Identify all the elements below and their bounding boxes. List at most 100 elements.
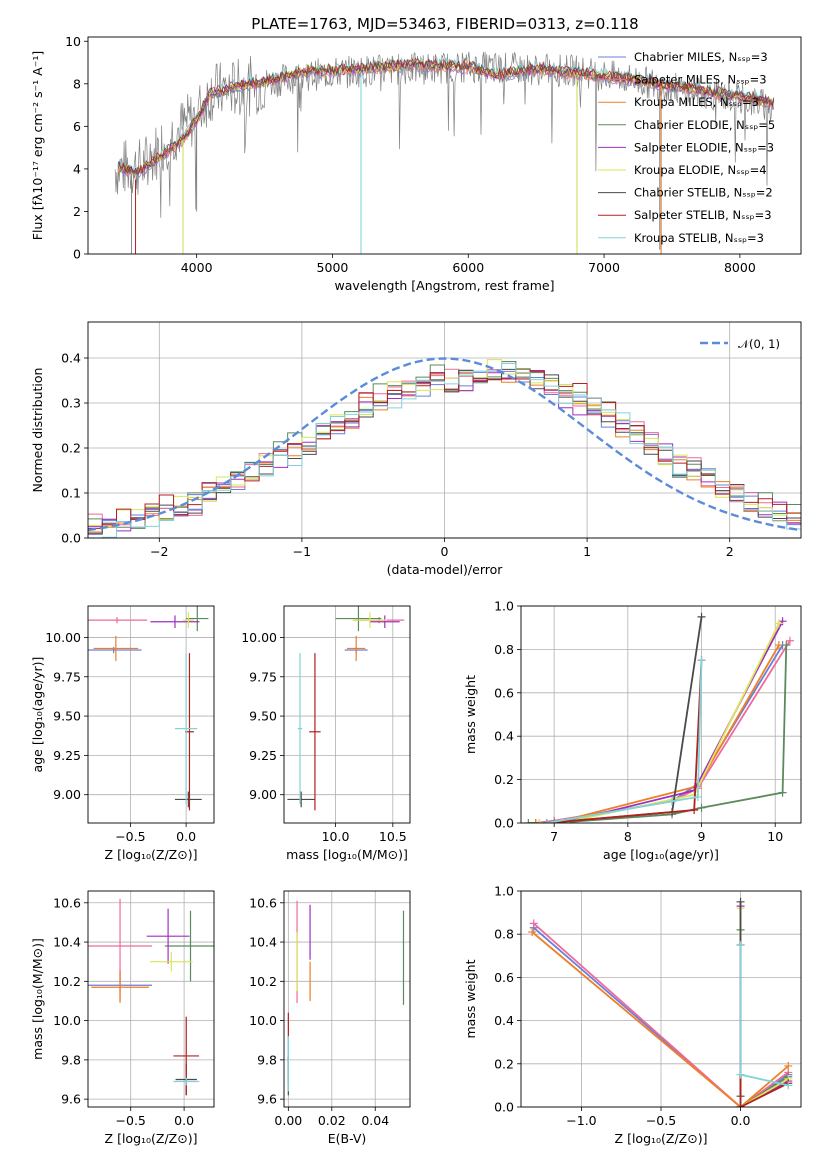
age-vs-Z-grid xyxy=(88,606,214,823)
mass-weight-marker xyxy=(774,641,783,650)
age-vs-mass-ticks: 10.0 10.5 9.00 9.25 9.50 9.75 10.00 xyxy=(241,630,407,844)
mass-weight-marker xyxy=(784,1061,793,1070)
tick-label-x: 0.04 xyxy=(361,1113,389,1128)
mass-weight-vs-age-xlabel: age [log₁₀(age/yr)] xyxy=(603,847,719,862)
legend-entry: Kroupa MILES, Nₛₛₚ=3 xyxy=(634,95,759,109)
tick-label-y: 0.0 xyxy=(494,816,514,831)
residuals-ylabel: Normed distribution xyxy=(30,368,45,493)
tick-label-y: 2 xyxy=(73,204,81,219)
tick-label-y: 10.00 xyxy=(241,630,277,645)
mass-weight-vs-age-grid xyxy=(521,605,801,824)
mass-weight-vs-Z-ylabel: mass weight xyxy=(463,959,478,1038)
mass-weight-marker xyxy=(550,819,559,823)
age-vs-Z-frame xyxy=(87,605,215,824)
age-vs-Z-xlabel: Z [log₁₀(Z/Z⊙)] xyxy=(105,847,198,862)
mass-vs-Z-grid xyxy=(88,891,214,1107)
mass-weight-line xyxy=(539,620,784,823)
tick-label-y: 0 xyxy=(73,247,81,262)
mass-weight-marker xyxy=(782,641,791,650)
residuals-legend: 𝒩(0, 1) xyxy=(700,337,780,351)
residual-histogram xyxy=(88,370,801,529)
mass-weight-vs-Z-plot xyxy=(528,897,793,1107)
tick-label-x: 7 xyxy=(550,829,558,844)
mass-weight-marker xyxy=(531,819,540,823)
mass-weight-marker xyxy=(778,617,787,626)
tick-label-y: 9.25 xyxy=(249,748,277,763)
tick-label-x: 9 xyxy=(698,829,706,844)
mass-weight-marker xyxy=(736,941,745,949)
mass-vs-ebv-xlabel: E(B-V) xyxy=(328,1131,367,1146)
mass-weight-line xyxy=(546,616,703,823)
mass-weight-vs-Z-panel: −1.0 −0.5 0.0 0.0 0.2 0.4 0.6 0.8 1.0 Z [log₁₀(Z/… xyxy=(463,884,802,1146)
legend-entry: Salpeter MILES, Nₛₛₚ=3 xyxy=(634,73,767,87)
tick-label-x: −0.5 xyxy=(646,1113,676,1128)
age-vs-Z-panel: −0.5 0.0 9.00 9.25 9.50 9.75 10.00 Z [log₁₀(Z/Z… xyxy=(30,605,215,862)
tick-label-y: 0.8 xyxy=(494,927,514,942)
tick-label-y: 9.25 xyxy=(53,748,81,763)
tick-label-x: 0.0 xyxy=(176,829,196,844)
tick-label-y: 4 xyxy=(73,161,81,176)
tick-label-y: 0.3 xyxy=(61,396,81,411)
mass-weight-marker xyxy=(774,619,783,628)
mass-weight-marker xyxy=(784,1081,793,1090)
mass-weight-marker xyxy=(535,819,544,823)
tick-label-y: 10.6 xyxy=(53,895,81,910)
age-vs-mass-grid xyxy=(284,606,410,823)
tick-label-y: 9.8 xyxy=(61,1052,81,1067)
mass-weight-marker xyxy=(528,928,537,937)
legend-entry: Chabrier STELIB, Nₛₛₚ=2 xyxy=(634,186,773,200)
age-vs-mass-frame xyxy=(283,605,411,824)
age-vs-mass-xlabel: mass [log₁₀(M/M⊙)] xyxy=(286,847,408,862)
mass-weight-marker xyxy=(697,803,706,812)
tick-label-x: 1 xyxy=(583,544,591,559)
tick-label-y: 10 xyxy=(65,34,81,49)
mass-weight-line xyxy=(533,922,789,1107)
tick-label-y: 10.00 xyxy=(45,630,81,645)
mass-weight-vs-age-frame xyxy=(520,605,802,824)
tick-label-y: 10.2 xyxy=(53,974,81,989)
tick-label-x: 6000 xyxy=(452,260,484,275)
tick-label-y: 10.0 xyxy=(53,1013,81,1028)
mass-vs-Z-ylabel: mass [log₁₀(M/M⊙)] xyxy=(30,938,45,1060)
mass-weight-line xyxy=(546,660,703,823)
legend-entry: Salpeter ELODIE, Nₛₛₚ=3 xyxy=(634,140,774,154)
legend-entry: Salpeter STELIB, Nₛₛₚ=3 xyxy=(634,208,772,222)
age-vs-Z-ylabel: age [log₁₀(age/yr)] xyxy=(30,657,45,773)
tick-label-x: 8000 xyxy=(724,260,756,275)
tick-label-x: 4000 xyxy=(181,260,213,275)
age-vs-mass-panel: 10.0 10.5 9.00 9.25 9.50 9.75 10.00 mass [log₁₀… xyxy=(241,605,411,862)
tick-label-x: 7000 xyxy=(588,260,620,275)
observed-spectrum-line xyxy=(114,51,774,218)
tick-label-x: 0 xyxy=(441,544,449,559)
tick-label-y: 10.4 xyxy=(249,935,277,950)
tick-label-y: 10.2 xyxy=(249,974,277,989)
mass-weight-marker xyxy=(736,1070,745,1079)
tick-label-y: 10.4 xyxy=(53,935,81,950)
mass-weight-marker xyxy=(785,636,794,645)
tick-label-y: 0.2 xyxy=(494,772,514,787)
tick-label-x: 10.5 xyxy=(379,829,407,844)
model-spectrum-line xyxy=(117,58,775,175)
tick-label-y: 0.4 xyxy=(61,351,81,366)
tick-label-y: 9.00 xyxy=(53,787,81,802)
tick-label-y: 1.0 xyxy=(494,884,514,899)
normal-reference-curve xyxy=(88,357,801,532)
residuals-grid xyxy=(88,322,801,539)
legend-entry: Kroupa STELIB, Nₛₛₚ=3 xyxy=(634,231,764,245)
mass-weight-vs-age-ylabel: mass weight xyxy=(463,675,478,754)
tick-label-y: 8 xyxy=(73,76,81,91)
tick-label-y: 0.1 xyxy=(61,486,81,501)
mass-weight-marker xyxy=(693,792,702,801)
mass-vs-Z-panel: −0.5 0.0 9.6 9.8 10.0 10.2 10.4 10.6 Z [log₁₀(Z/… xyxy=(30,890,215,1146)
tick-label-y: 9.00 xyxy=(249,787,277,802)
mass-vs-ebv-plot xyxy=(287,900,405,1096)
tick-label-y: 0.6 xyxy=(494,685,514,700)
mass-vs-ebv-frame xyxy=(283,890,411,1108)
tick-label-y: 9.50 xyxy=(249,709,277,724)
mass-vs-Z-frame xyxy=(87,890,215,1108)
mass-weight-marker xyxy=(542,819,551,823)
mass-weight-marker xyxy=(529,919,538,928)
tick-label-x: −1 xyxy=(293,544,311,559)
tick-label-y: 9.8 xyxy=(257,1052,277,1067)
tick-label-y: 0.6 xyxy=(494,970,514,985)
